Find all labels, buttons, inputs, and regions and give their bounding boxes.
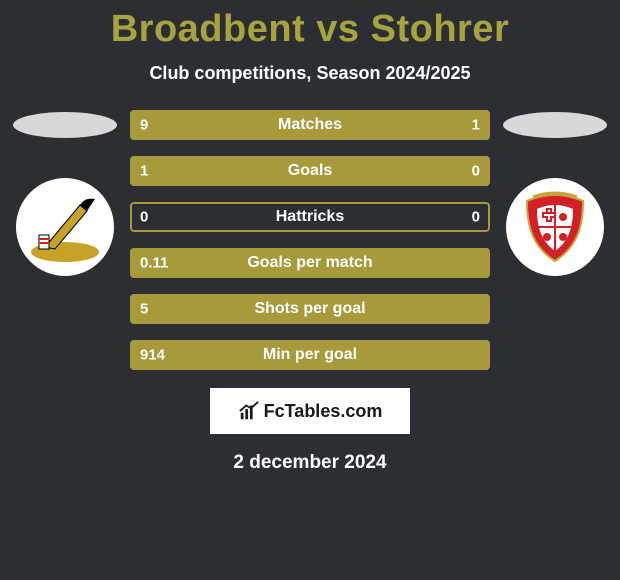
right-player-oval bbox=[503, 112, 607, 138]
comparison-row: 9Matches11Goals00Hattricks00.11Goals per… bbox=[0, 110, 620, 370]
brand-watermark: FcTables.com bbox=[210, 388, 410, 434]
stat-bar: 1Goals0 bbox=[130, 156, 490, 186]
page-title: Broadbent vs Stohrer bbox=[0, 0, 620, 51]
right-badge-icon bbox=[515, 187, 595, 267]
right-club-badge bbox=[506, 178, 604, 276]
stat-label: Matches bbox=[130, 116, 490, 134]
stat-label: Min per goal bbox=[130, 346, 490, 364]
left-player-oval bbox=[13, 112, 117, 138]
left-badge-icon bbox=[25, 187, 105, 267]
stat-label: Hattricks bbox=[130, 208, 490, 226]
stat-label: Shots per goal bbox=[130, 300, 490, 318]
brand-text: FcTables.com bbox=[264, 401, 383, 422]
stat-label: Goals bbox=[130, 162, 490, 180]
stats-bars: 9Matches11Goals00Hattricks00.11Goals per… bbox=[124, 110, 496, 370]
left-player-col bbox=[6, 110, 124, 276]
stat-value-right: 1 bbox=[472, 117, 480, 134]
stat-bar: 914Min per goal bbox=[130, 340, 490, 370]
stat-bar: 0.11Goals per match bbox=[130, 248, 490, 278]
right-player-col bbox=[496, 110, 614, 276]
stat-bar: 5Shots per goal bbox=[130, 294, 490, 324]
left-club-badge bbox=[16, 178, 114, 276]
stat-value-right: 0 bbox=[472, 209, 480, 226]
stat-value-right: 0 bbox=[472, 163, 480, 180]
page-subtitle: Club competitions, Season 2024/2025 bbox=[0, 63, 620, 84]
chart-icon bbox=[238, 400, 260, 422]
footer-date: 2 december 2024 bbox=[0, 452, 620, 474]
stat-bar: 9Matches1 bbox=[130, 110, 490, 140]
stat-bar: 0Hattricks0 bbox=[130, 202, 490, 232]
stat-label: Goals per match bbox=[130, 254, 490, 272]
